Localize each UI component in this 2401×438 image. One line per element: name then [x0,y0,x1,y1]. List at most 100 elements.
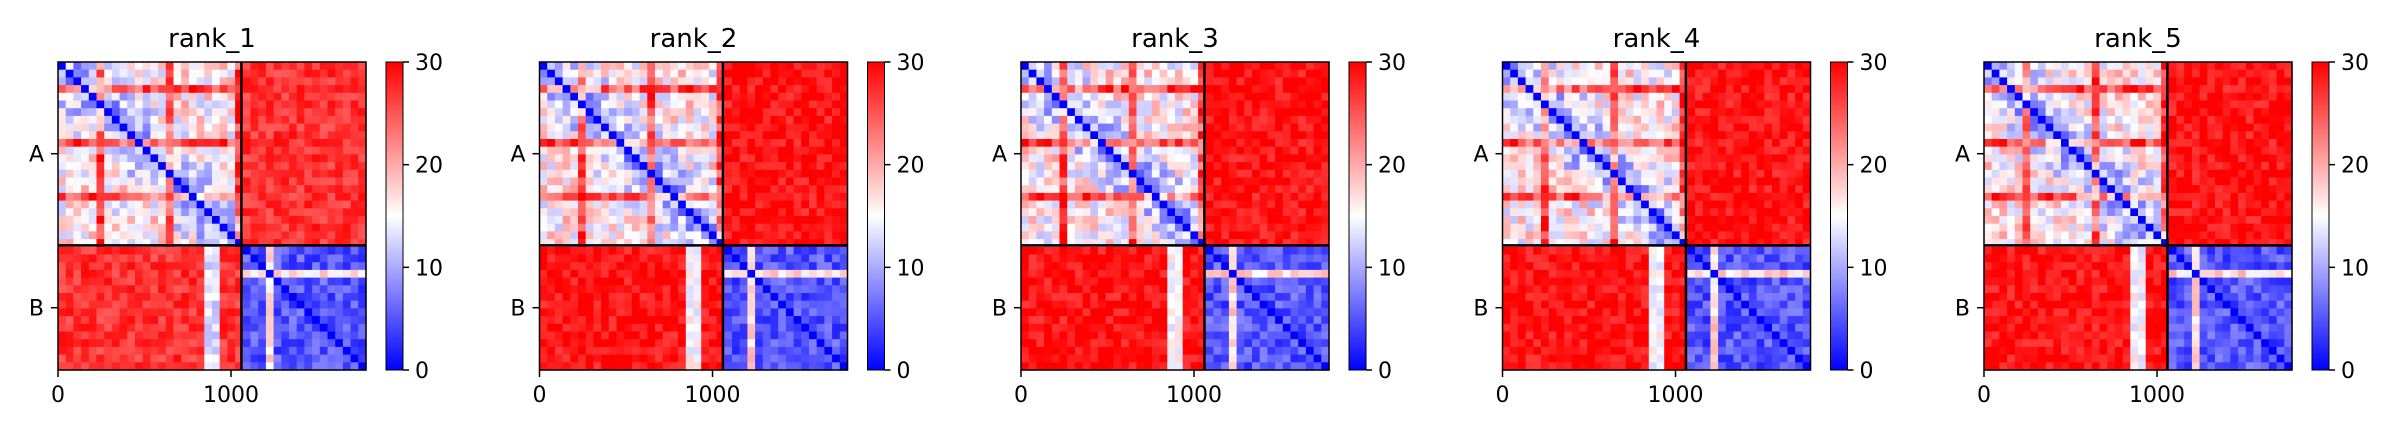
heatmap-cell [816,200,825,209]
heatmap-cell [1036,192,1045,202]
heatmap-cell [762,200,772,209]
heatmap-cell [1044,208,1053,217]
heatmap-cell [832,308,841,317]
heatmap-cell [204,223,213,232]
heatmap-cell [181,231,190,240]
heatmap-cell [1121,92,1130,102]
heatmap-cell [1259,331,1268,340]
heatmap-cell [1182,354,1191,363]
heatmap-cell [119,362,128,371]
heatmap-cell [1198,316,1207,325]
heatmap-cell [342,216,352,225]
heatmap-cell [554,131,564,140]
heatmap-cell [1313,108,1322,117]
heatmap-cell [350,308,359,317]
heatmap-cell [1244,216,1253,225]
heatmap-cell [1259,269,1268,279]
heatmap-cell [562,354,571,363]
heatmap-cell [1236,277,1245,286]
heatmap-cell [1228,100,1238,109]
heatmap-cell [701,346,710,356]
heatmap-cell [562,185,571,194]
heatmap-cell [250,77,259,86]
heatmap-cell [608,346,618,356]
heatmap-cell [724,162,733,171]
heatmap-cell [1082,162,1091,171]
heatmap-cell [578,308,587,317]
x-tick-label: 0 [533,383,547,408]
heatmap-cell [1021,262,1030,271]
heatmap-cell [327,208,336,217]
heatmap-cell [296,139,305,148]
heatmap-cell [250,200,259,209]
heatmap-cell [655,208,664,217]
heatmap-cell [188,285,198,294]
heatmap-cell [539,208,548,217]
heatmap-cell [1305,62,1315,71]
heatmap-cell [1051,339,1061,348]
heatmap-cell [96,285,105,294]
heatmap-cell [1098,339,1107,348]
heatmap-cell [235,277,244,286]
heatmap-cell [1036,223,1045,232]
heatmap-cell [624,146,633,155]
heatmap-cell [1136,108,1145,117]
heatmap-cell [127,131,136,140]
heatmap-cell [58,223,67,232]
heatmap-cell [1044,231,1053,240]
heatmap-cell [1136,208,1145,217]
heatmap-cell [1213,316,1222,325]
heatmap-cell [816,339,825,348]
heatmap-cell [1198,254,1207,263]
heatmap-cell [88,77,98,86]
heatmap-cell [158,316,167,325]
heatmap-cell [242,362,252,371]
x-tick-label: 0 [51,383,65,408]
heatmap-cell [793,123,802,132]
heatmap-cell [670,277,679,286]
heatmap-cell [785,92,795,102]
heatmap-cell [678,115,687,125]
heatmap-cell [1602,69,1611,78]
heatmap-cell [1098,177,1107,186]
heatmap-cell [578,62,587,71]
heatmap-cell [662,100,671,109]
heatmap-cell [1228,231,1238,240]
heatmap-cell [662,346,671,356]
heatmap-cell [593,277,602,286]
heatmap-cell [1656,77,1665,86]
heatmap-cell [335,339,344,348]
heatmap-cell [219,354,228,363]
heatmap-cell [273,323,282,333]
heatmap-cell [593,231,602,240]
heatmap-cell [327,339,336,348]
heatmap-cell [1082,277,1091,286]
heatmap-cell [578,108,587,117]
heatmap-cell [1144,254,1153,263]
heatmap-cell [135,339,144,348]
heatmap-cell [173,285,182,294]
heatmap-cell [1128,354,1138,363]
heatmap-cell [212,354,221,363]
heatmap-cell [639,154,648,163]
heatmap-cell [1213,154,1222,163]
heatmap-cell [832,293,841,302]
heatmap-cell [181,85,190,94]
heatmap-cell [1321,300,1330,309]
heatmap-cell [1321,208,1330,217]
heatmap-cell [1618,69,1627,78]
heatmap-cell [127,216,136,225]
heatmap-cell [1221,339,1230,348]
heatmap-cell [73,185,82,194]
colorbar-tick-label: 0 [1378,359,1392,384]
heatmap-cell [554,69,564,78]
heatmap-cell [127,92,136,102]
heatmap-cell [242,208,252,217]
heatmap-cell [296,92,305,102]
heatmap-cell [1067,108,1076,117]
heatmap-cell [1298,216,1307,225]
heatmap-cell [58,308,67,317]
heatmap-cell [1082,316,1091,325]
heatmap-cell [1036,77,1045,86]
heatmap-cell [1221,123,1230,132]
